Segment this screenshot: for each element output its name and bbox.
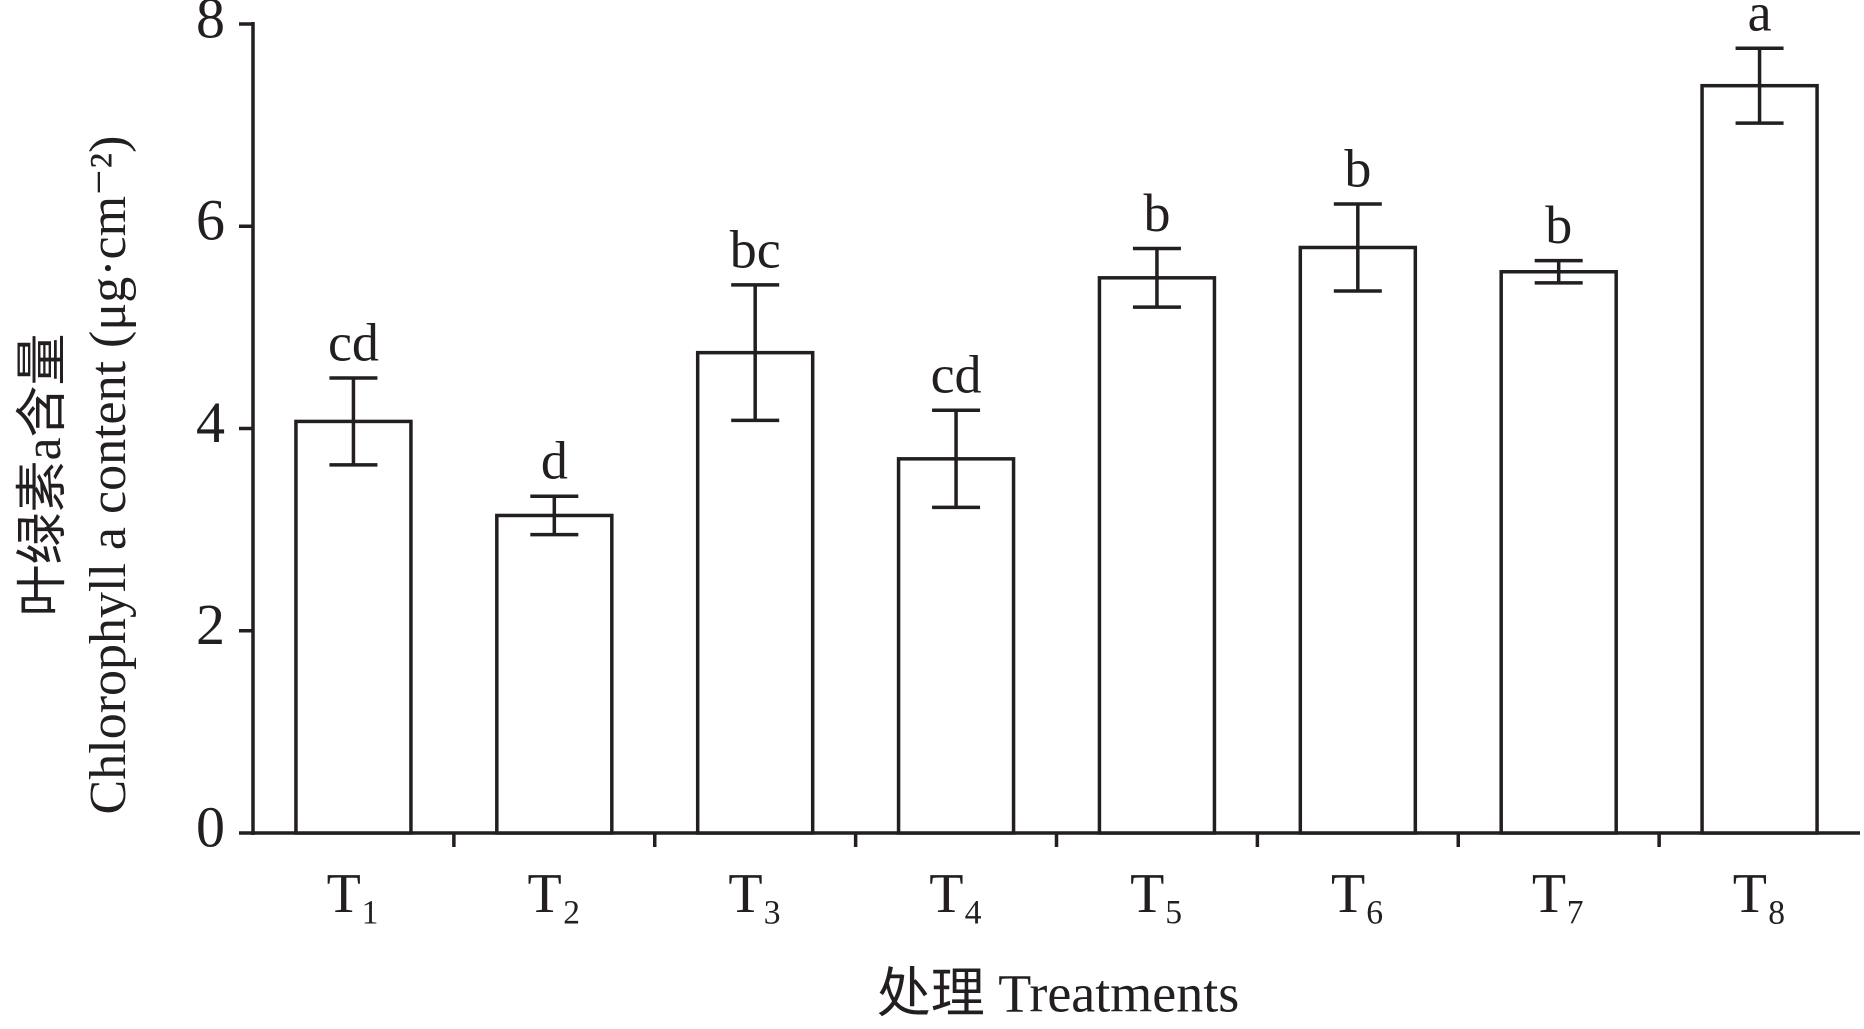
- bar: [294, 419, 413, 835]
- y-tick-label: 8: [196, 0, 225, 50]
- x-tick-label: T₁: [327, 863, 381, 925]
- y-axis-title-zh: 叶绿素a含量: [15, 333, 72, 616]
- significance-label: bc: [730, 219, 781, 279]
- y-tick-label: 2: [196, 592, 225, 657]
- significance-label: b: [1545, 195, 1572, 255]
- x-tick-label: T₃: [728, 863, 782, 925]
- y-tick-label: 0: [196, 794, 225, 859]
- bar: [1499, 270, 1618, 835]
- significance-label: d: [541, 431, 568, 491]
- significance-label: a: [1748, 0, 1772, 43]
- x-tick-label: T₈: [1733, 863, 1787, 925]
- bar: [495, 513, 614, 835]
- y-axis-title-en: Chlorophyll a content (μg·cm⁻²): [80, 136, 137, 815]
- significance-label: cd: [931, 345, 982, 405]
- x-tick-label: T₆: [1331, 863, 1385, 925]
- x-tick-label: T₅: [1130, 863, 1184, 925]
- x-tick-label: T₇: [1532, 863, 1586, 925]
- bar: [896, 457, 1016, 835]
- significance-label: b: [1143, 183, 1170, 243]
- y-tick-label: 6: [196, 188, 225, 253]
- bar: [1298, 245, 1418, 835]
- significance-label: b: [1344, 138, 1371, 198]
- x-tick-label: T₄: [929, 863, 983, 925]
- x-axis-title: 处理 Treatments: [877, 963, 1240, 1023]
- significance-label: cd: [328, 312, 379, 372]
- y-tick-label: 4: [196, 390, 225, 455]
- x-tick-label: T₂: [527, 863, 581, 925]
- bar: [1700, 83, 1819, 835]
- bar: [1097, 276, 1217, 835]
- bar: [695, 350, 815, 835]
